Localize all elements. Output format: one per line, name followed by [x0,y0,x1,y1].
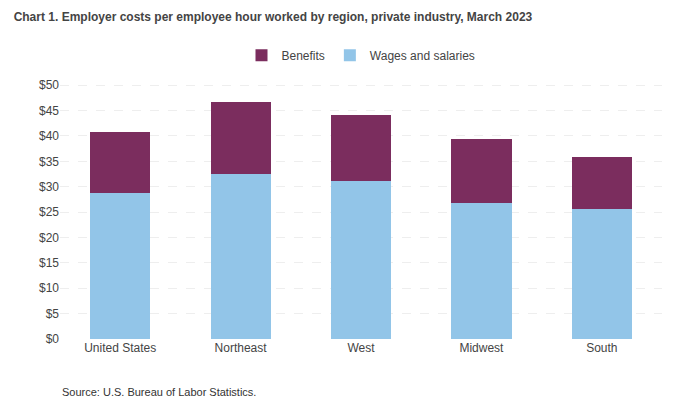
svg-text:$25: $25 [39,205,59,219]
svg-text:$5: $5 [46,307,60,321]
svg-text:Source: U.S. Bureau of Labor S: Source: U.S. Bureau of Labor Statistics. [62,386,256,398]
svg-text:$35: $35 [39,155,59,169]
svg-text:Wages and salaries: Wages and salaries [370,49,475,63]
svg-text:West: West [347,341,375,355]
svg-text:Benefits: Benefits [282,49,325,63]
svg-text:Chart 1. Employer costs per em: Chart 1. Employer costs per employee hou… [14,10,533,24]
svg-text:$20: $20 [39,231,59,245]
svg-text:South: South [586,341,617,355]
svg-text:$45: $45 [39,104,59,118]
svg-text:$50: $50 [39,78,59,92]
svg-text:$15: $15 [39,256,59,270]
svg-text:Midwest: Midwest [459,341,504,355]
svg-text:Northeast: Northeast [215,341,268,355]
svg-text:$40: $40 [39,129,59,143]
svg-text:United States: United States [84,341,156,355]
svg-text:$10: $10 [39,281,59,295]
svg-text:$30: $30 [39,180,59,194]
svg-text:$0: $0 [46,332,60,346]
